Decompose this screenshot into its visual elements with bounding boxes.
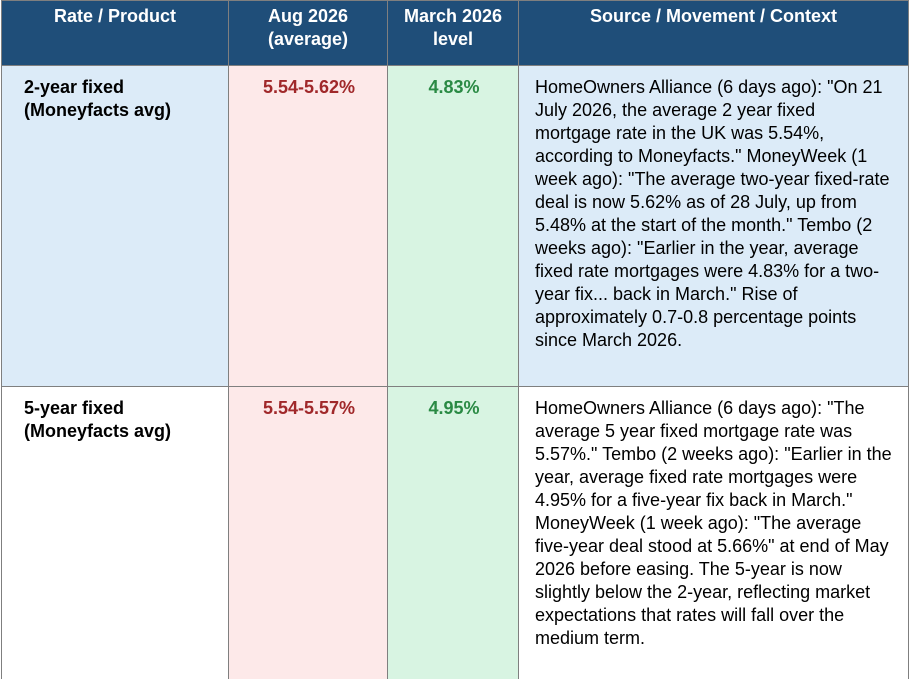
header-cell: Aug 2026 (average)	[228, 0, 388, 66]
table-cell: 4.95%	[387, 386, 519, 679]
table-cell: 5-year fixed (Moneyfacts avg)	[1, 386, 229, 679]
table-body: 2-year fixed (Moneyfacts avg) 5.54-5.62% 4…	[1, 65, 909, 679]
table-cell: HomeOwners Alliance (6 days ago): "The a…	[518, 386, 909, 679]
header-cell: Source / Movement / Context	[518, 0, 909, 66]
table-cell: 5.54-5.57%	[228, 386, 388, 679]
table-cell: 2-year fixed (Moneyfacts avg)	[1, 65, 229, 387]
table-row: 5-year fixed (Moneyfacts avg) 5.54-5.57% 4…	[1, 386, 909, 679]
table-cell: HomeOwners Alliance (6 days ago): "On 21…	[518, 65, 909, 387]
header-cell: Rate / Product	[1, 0, 229, 66]
table-cell: 4.83%	[387, 65, 519, 387]
header-cell: March 2026 level	[387, 0, 519, 66]
table-cell: 5.54-5.62%	[228, 65, 388, 387]
table-header: Rate / Product Aug 2026 (average) March 20…	[1, 0, 909, 66]
header-row: Rate / Product Aug 2026 (average) March 20…	[1, 0, 909, 66]
table-row: 2-year fixed (Moneyfacts avg) 5.54-5.62% 4…	[1, 65, 909, 387]
